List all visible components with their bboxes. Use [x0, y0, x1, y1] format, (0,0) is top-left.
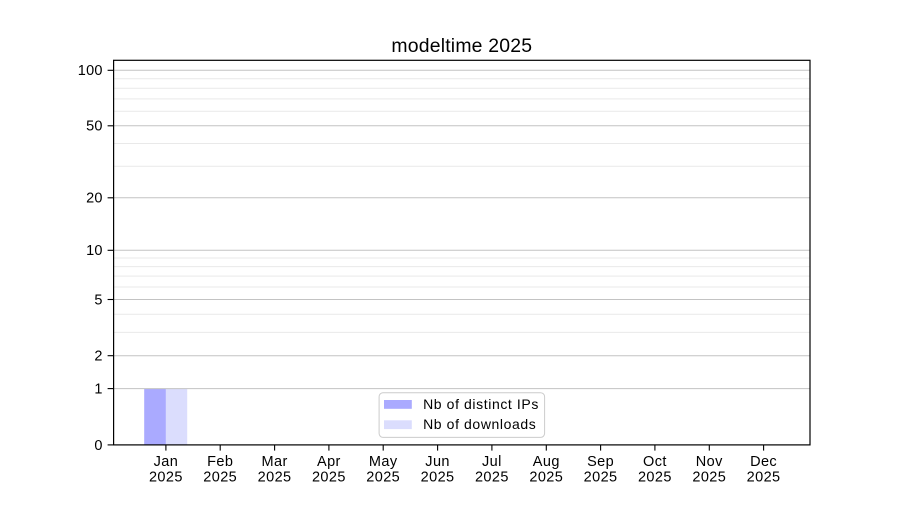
svg-text:1: 1 [94, 382, 102, 398]
svg-text:2025: 2025 [421, 469, 455, 485]
svg-text:Sep: Sep [587, 454, 614, 470]
svg-text:Mar: Mar [262, 454, 288, 470]
svg-text:2025: 2025 [692, 469, 726, 485]
svg-text:Feb: Feb [207, 454, 233, 470]
svg-text:100: 100 [78, 63, 103, 79]
svg-text:Nov: Nov [696, 454, 723, 470]
svg-text:Jan: Jan [154, 454, 179, 470]
svg-text:2025: 2025 [638, 469, 672, 485]
svg-text:Oct: Oct [643, 454, 667, 470]
svg-text:20: 20 [86, 191, 103, 207]
svg-text:Jun: Jun [425, 454, 450, 470]
svg-text:0: 0 [94, 438, 102, 454]
svg-text:Jul: Jul [482, 454, 502, 470]
svg-text:2025: 2025 [203, 469, 237, 485]
svg-text:2: 2 [94, 349, 102, 365]
svg-text:Apr: Apr [317, 454, 341, 470]
svg-text:2025: 2025 [747, 469, 781, 485]
svg-text:Nb of distinct IPs: Nb of distinct IPs [423, 396, 539, 412]
svg-text:Aug: Aug [533, 454, 560, 470]
svg-text:modeltime 2025: modeltime 2025 [391, 35, 532, 57]
svg-text:2025: 2025 [529, 469, 563, 485]
svg-text:Nb of downloads: Nb of downloads [423, 416, 536, 432]
svg-text:2025: 2025 [584, 469, 618, 485]
svg-text:5: 5 [94, 292, 102, 308]
svg-text:2025: 2025 [149, 469, 183, 485]
svg-text:50: 50 [86, 119, 103, 135]
svg-text:2025: 2025 [366, 469, 400, 485]
svg-text:2025: 2025 [258, 469, 292, 485]
svg-text:2025: 2025 [312, 469, 346, 485]
svg-text:2025: 2025 [475, 469, 509, 485]
svg-text:May: May [369, 454, 398, 470]
svg-text:10: 10 [86, 243, 103, 259]
svg-text:Dec: Dec [750, 454, 777, 470]
